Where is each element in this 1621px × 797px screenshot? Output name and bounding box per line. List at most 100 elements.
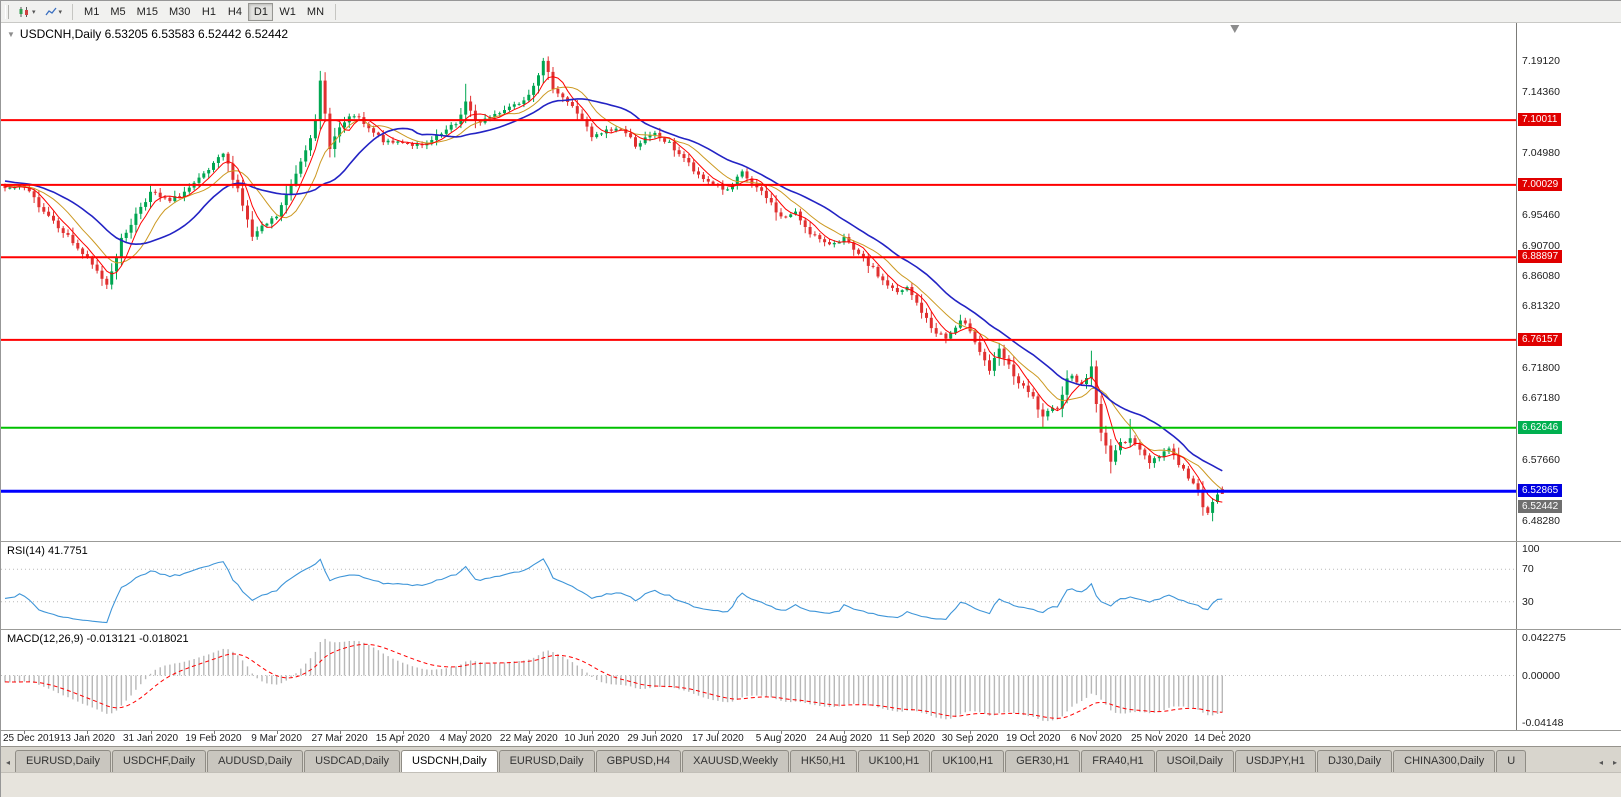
chart-tabs: EURUSD,Daily USDCHF,Daily AUDUSD,Daily USDC… bbox=[15, 750, 1594, 772]
time-tick bbox=[1222, 731, 1224, 734]
time-tick bbox=[1033, 731, 1035, 734]
time-tick bbox=[402, 731, 404, 734]
timeframe-button-h4[interactable]: H4 bbox=[222, 3, 247, 21]
time-tick bbox=[970, 731, 972, 734]
toolbar-separator bbox=[335, 3, 337, 20]
chart-shift-marker[interactable] bbox=[1230, 25, 1240, 33]
date-label: 9 Mar 2020 bbox=[251, 733, 302, 744]
candlestick-series bbox=[3, 56, 1224, 522]
date-label: 25 Nov 2020 bbox=[1130, 733, 1188, 744]
pane-separator[interactable] bbox=[1, 541, 1621, 542]
price-tick: 6.95460 bbox=[1522, 208, 1560, 221]
tabs-scroll-left-arrow[interactable]: ◂ bbox=[1598, 757, 1603, 767]
price-badge: 7.00029 bbox=[1518, 177, 1563, 191]
chart-window[interactable]: 7.19120 7.14360 7.04980 6.95460 6.90700 6.860… bbox=[1, 23, 1621, 746]
tabs-scroll-left-button[interactable]: ◂ bbox=[5, 757, 10, 767]
price-badge: 6.88897 bbox=[1518, 250, 1563, 264]
timeframe-button-d1[interactable]: D1 bbox=[248, 2, 274, 21]
chart-tab-gbpusd-h4[interactable]: GBPUSD,H4 bbox=[595, 750, 682, 772]
price-scale[interactable]: 7.19120 7.14360 7.04980 6.95460 6.90700 6.860… bbox=[1516, 23, 1621, 731]
macd-scale-label: -0.04148 bbox=[1522, 717, 1564, 729]
time-tick bbox=[781, 731, 782, 734]
price-tick: 6.90700 bbox=[1522, 239, 1560, 252]
toolbar-separator bbox=[72, 3, 74, 20]
tabs-scroll-right-arrow[interactable]: ▸ bbox=[1612, 757, 1617, 767]
time-tick bbox=[528, 731, 530, 734]
date-label: 25 Dec 2019 bbox=[3, 733, 60, 744]
time-tick bbox=[591, 731, 593, 734]
date-label: 6 Nov 2020 bbox=[1070, 733, 1122, 744]
timeframe-button-h1[interactable]: H1 bbox=[196, 3, 221, 21]
chart-tab-uk100-h1[interactable]: UK100,H1 bbox=[857, 750, 931, 772]
date-label: 17 Jul 2020 bbox=[692, 733, 744, 744]
date-label: 10 Jun 2020 bbox=[564, 733, 620, 744]
status-bar bbox=[1, 772, 1621, 797]
chart-type-button[interactable]: ▾ bbox=[14, 3, 40, 21]
time-tick bbox=[844, 731, 845, 734]
chart-tab-usdchf-daily[interactable]: USDCHF,Daily bbox=[111, 750, 207, 772]
timeframe-toolbar: ▾ ▾ M1 M5 M15 M30 H1 H4 D1 W1 MN bbox=[1, 1, 1621, 23]
rsi-line bbox=[4, 558, 1223, 624]
timeframe-button-m30[interactable]: M30 bbox=[164, 3, 195, 21]
chart-tab-usdcnh-daily[interactable]: USDCNH,Daily bbox=[401, 750, 498, 772]
one-click-trading-toggle[interactable]: ▼ bbox=[7, 29, 15, 39]
price-badge: 6.76157 bbox=[1518, 332, 1563, 346]
price-badge: 6.52442 bbox=[1518, 499, 1563, 513]
time-tick bbox=[654, 731, 656, 734]
chevron-down-icon: ▾ bbox=[58, 8, 63, 16]
chart-tab-uk100-h1[interactable]: UK100,H1 bbox=[931, 750, 1005, 772]
ma-line-20 bbox=[4, 98, 1223, 472]
price-badge: 6.62646 bbox=[1518, 420, 1563, 434]
timeframe-button-m15[interactable]: M15 bbox=[132, 3, 163, 21]
chart-tab-audusd-daily[interactable]: AUDUSD,Daily bbox=[207, 750, 304, 772]
chart-tab-usdjpy-h1[interactable]: USDJPY,H1 bbox=[1234, 750, 1316, 772]
macd-indicator-label: MACD(12,26,9) -0.013121 -0.018021 bbox=[7, 633, 189, 645]
date-label: 29 Jun 2020 bbox=[627, 733, 683, 744]
rsi-scale-label: 30 bbox=[1522, 595, 1534, 608]
date-label: 19 Feb 2020 bbox=[185, 733, 242, 744]
macd-scale-label: 0.042275 bbox=[1522, 632, 1566, 644]
timeframe-button-w1[interactable]: W1 bbox=[274, 3, 301, 21]
main-price-pane[interactable] bbox=[1, 23, 1516, 541]
chart-tab-u[interactable]: U bbox=[1496, 750, 1527, 772]
date-label: 5 Aug 2020 bbox=[755, 733, 807, 744]
chevron-down-icon: ▾ bbox=[32, 8, 36, 16]
timeframe-button-m1[interactable]: M1 bbox=[79, 3, 104, 21]
chart-tools-button[interactable]: ▾ bbox=[41, 3, 67, 21]
macd-scale-label: 0.00000 bbox=[1522, 669, 1560, 682]
time-tick bbox=[1096, 731, 1098, 734]
chart-tab-eurusd-daily[interactable]: EURUSD,Daily bbox=[15, 750, 111, 772]
chart-tab-eurusd-daily[interactable]: EURUSD,Daily bbox=[498, 750, 595, 772]
time-axis[interactable]: 25 Dec 2019 13 Jan 2020 31 Jan 2020 19 Feb … bbox=[1, 731, 1621, 746]
price-tick: 6.48280 bbox=[1522, 514, 1560, 527]
price-tick: 7.19120 bbox=[1522, 55, 1560, 67]
price-badge: 7.10011 bbox=[1518, 113, 1562, 127]
rsi-scale-label: 70 bbox=[1522, 563, 1534, 576]
macd-signal-line bbox=[4, 643, 1223, 719]
timeframe-button-mn[interactable]: MN bbox=[302, 3, 329, 21]
time-tick bbox=[276, 731, 278, 734]
time-tick bbox=[87, 731, 89, 734]
timeframe-button-m5[interactable]: M5 bbox=[105, 3, 130, 21]
time-tick bbox=[150, 731, 152, 734]
timeframe-buttons: M1 M5 M15 M30 H1 H4 D1 W1 MN bbox=[79, 2, 329, 21]
macd-pane[interactable] bbox=[1, 630, 1516, 730]
price-tick: 6.86080 bbox=[1522, 269, 1560, 282]
chart-tab-china300-daily[interactable]: CHINA300,Daily bbox=[1393, 750, 1496, 772]
pane-separator[interactable] bbox=[1, 629, 1621, 630]
rsi-scale-label: 100 bbox=[1522, 543, 1540, 555]
chart-tab-usoil-daily[interactable]: USOil,Daily bbox=[1155, 750, 1234, 772]
price-tick: 6.81320 bbox=[1522, 300, 1560, 313]
date-label: 14 Dec 2020 bbox=[1193, 733, 1251, 744]
chart-tab-usdcad-daily[interactable]: USDCAD,Daily bbox=[304, 750, 401, 772]
ma-line-10 bbox=[4, 86, 1223, 490]
chart-tab-fra40-h1[interactable]: FRA40,H1 bbox=[1081, 750, 1155, 772]
macd-histogram bbox=[4, 638, 1224, 722]
chart-tab-xauusd-weekly[interactable]: XAUUSD,Weekly bbox=[682, 750, 789, 772]
chart-tab-ger30-h1[interactable]: GER30,H1 bbox=[1005, 750, 1081, 772]
rsi-pane[interactable] bbox=[1, 542, 1516, 629]
toolbar-grip[interactable] bbox=[5, 4, 9, 19]
chart-tab-hk50-h1[interactable]: HK50,H1 bbox=[789, 750, 857, 772]
chart-tab-dj30-daily[interactable]: DJ30,Daily bbox=[1316, 750, 1393, 772]
price-tick: 6.71800 bbox=[1522, 362, 1560, 375]
